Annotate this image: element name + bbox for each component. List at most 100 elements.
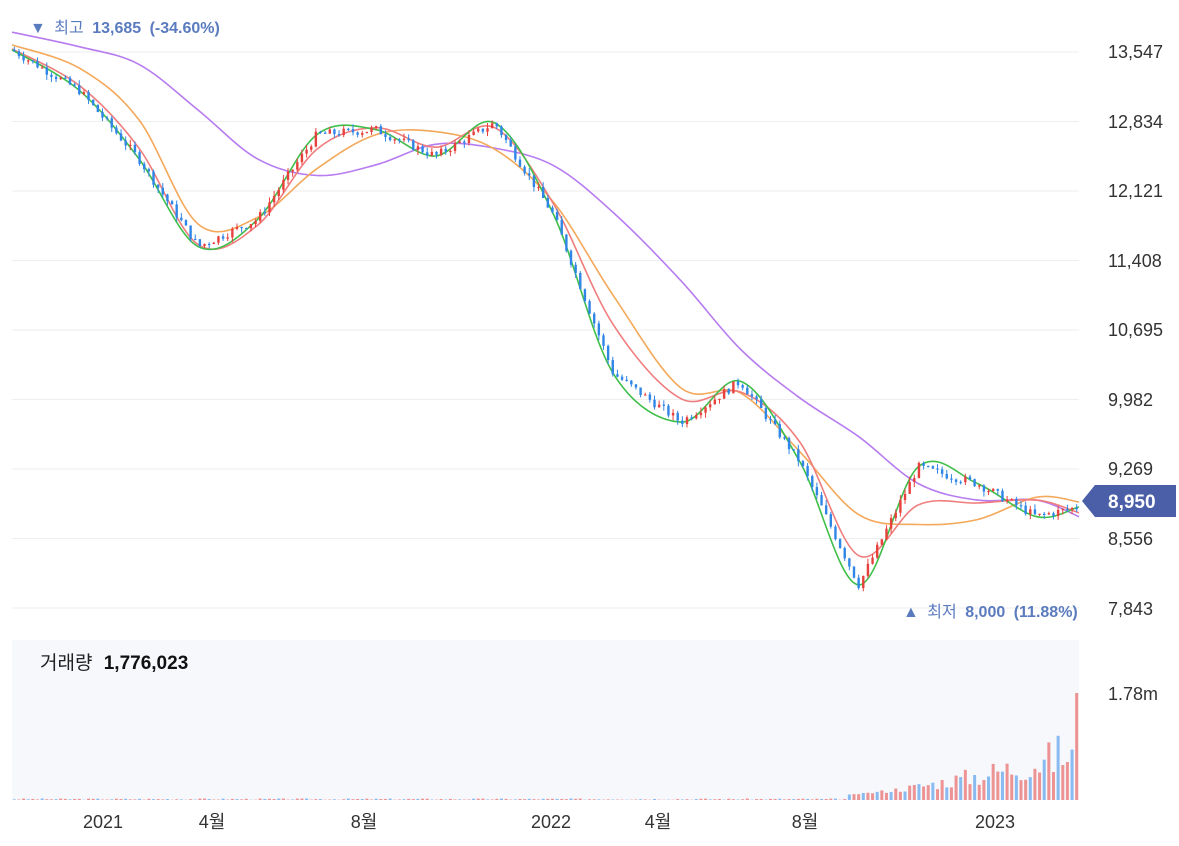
candle-body bbox=[398, 139, 400, 140]
candle-body bbox=[496, 123, 498, 126]
volume-bar bbox=[481, 799, 484, 800]
volume-bar bbox=[106, 799, 109, 800]
volume-bar bbox=[403, 799, 406, 800]
candle-body bbox=[788, 438, 790, 449]
volume-bar bbox=[936, 789, 939, 800]
candle-body bbox=[635, 384, 637, 387]
candle-body bbox=[755, 396, 757, 399]
volume-readout: 거래량 1,776,023 bbox=[40, 652, 188, 674]
candle-body bbox=[579, 273, 581, 289]
volume-bar bbox=[699, 799, 702, 800]
candle-body bbox=[783, 437, 785, 438]
volume-bar bbox=[982, 780, 985, 800]
candle-body bbox=[83, 92, 85, 94]
candle-body bbox=[440, 149, 442, 155]
candle-body bbox=[148, 169, 150, 171]
candle-body bbox=[853, 567, 855, 578]
volume-bar bbox=[59, 799, 62, 800]
volume-bar bbox=[296, 799, 299, 800]
volume-bar bbox=[96, 799, 99, 800]
candle-body bbox=[946, 474, 948, 479]
volume-bar bbox=[890, 792, 893, 800]
volume-bar bbox=[375, 799, 378, 800]
candle-body bbox=[871, 558, 873, 564]
candle-body bbox=[222, 236, 224, 238]
candle-body bbox=[199, 239, 201, 246]
volume-bar bbox=[273, 799, 276, 800]
candle-body bbox=[282, 180, 284, 190]
candle-body bbox=[329, 129, 331, 133]
volume-bar bbox=[175, 799, 178, 800]
candle-body bbox=[899, 500, 901, 513]
candle-body bbox=[1075, 508, 1077, 509]
candle-body bbox=[519, 160, 521, 167]
volume-bar bbox=[709, 799, 712, 800]
candle-body bbox=[115, 128, 117, 134]
y-tick-label: 7,843 bbox=[1108, 599, 1153, 619]
volume-bar bbox=[1038, 773, 1041, 800]
candlesticks[interactable] bbox=[13, 47, 1078, 592]
candle-body bbox=[134, 145, 136, 152]
candle-body bbox=[259, 212, 261, 221]
candle-body bbox=[162, 188, 164, 195]
candle-body bbox=[960, 482, 962, 483]
volume-bar bbox=[964, 770, 967, 800]
candle-body bbox=[491, 123, 493, 128]
volume-bar bbox=[361, 799, 364, 800]
candle-body bbox=[106, 118, 108, 119]
candle-body bbox=[973, 479, 975, 486]
moving-average-lines bbox=[12, 32, 1079, 585]
volume-bar bbox=[825, 799, 828, 800]
candle-body bbox=[69, 78, 71, 85]
low-marker-label: 최저 bbox=[927, 603, 956, 621]
candle-body bbox=[296, 162, 298, 170]
volume-bar bbox=[129, 799, 132, 800]
x-tick-label: 4월 bbox=[199, 812, 226, 832]
candle-body bbox=[797, 449, 799, 461]
volume-bar bbox=[644, 799, 647, 800]
candle-body bbox=[370, 128, 372, 132]
volume-bar bbox=[769, 799, 772, 800]
volume-bar bbox=[356, 799, 359, 800]
volume-bar bbox=[22, 799, 25, 800]
volume-bar bbox=[389, 799, 392, 800]
candle-body bbox=[602, 335, 604, 345]
candle-body bbox=[500, 126, 502, 135]
volume-bar bbox=[927, 785, 930, 800]
volume-bar bbox=[505, 799, 508, 800]
volume-bar bbox=[760, 799, 763, 800]
candle-body bbox=[273, 196, 275, 202]
volume-bar bbox=[319, 799, 322, 800]
volume-bar bbox=[68, 799, 71, 800]
candle-body bbox=[1062, 509, 1064, 510]
candle-body bbox=[588, 301, 590, 314]
volume-bar bbox=[871, 793, 874, 800]
candle-body bbox=[746, 388, 748, 394]
volume-bar bbox=[695, 799, 698, 800]
candle-body bbox=[291, 170, 293, 172]
candle-body bbox=[342, 129, 344, 135]
y-tick-label: 10,695 bbox=[1108, 320, 1163, 340]
volume-bar bbox=[370, 799, 373, 800]
volume-bar bbox=[314, 799, 317, 800]
candle-body bbox=[690, 417, 692, 418]
candle-body bbox=[324, 133, 326, 134]
volume-y-tick-label: 1.78m bbox=[1108, 684, 1158, 704]
candle-body bbox=[55, 77, 57, 79]
volume-bar bbox=[398, 799, 401, 800]
volume-bar bbox=[180, 799, 183, 800]
volume-bar bbox=[968, 784, 971, 800]
volume-bar bbox=[1024, 780, 1027, 800]
candle-body bbox=[1034, 509, 1036, 514]
volume-bar bbox=[421, 799, 424, 800]
candle-body bbox=[1066, 509, 1068, 510]
candle-body bbox=[472, 131, 474, 135]
volume-bar bbox=[774, 799, 777, 800]
candle-body bbox=[584, 289, 586, 301]
volume-bar bbox=[41, 799, 44, 800]
volume-bar bbox=[45, 799, 48, 800]
candle-body bbox=[700, 413, 702, 415]
candle-body bbox=[143, 164, 145, 169]
